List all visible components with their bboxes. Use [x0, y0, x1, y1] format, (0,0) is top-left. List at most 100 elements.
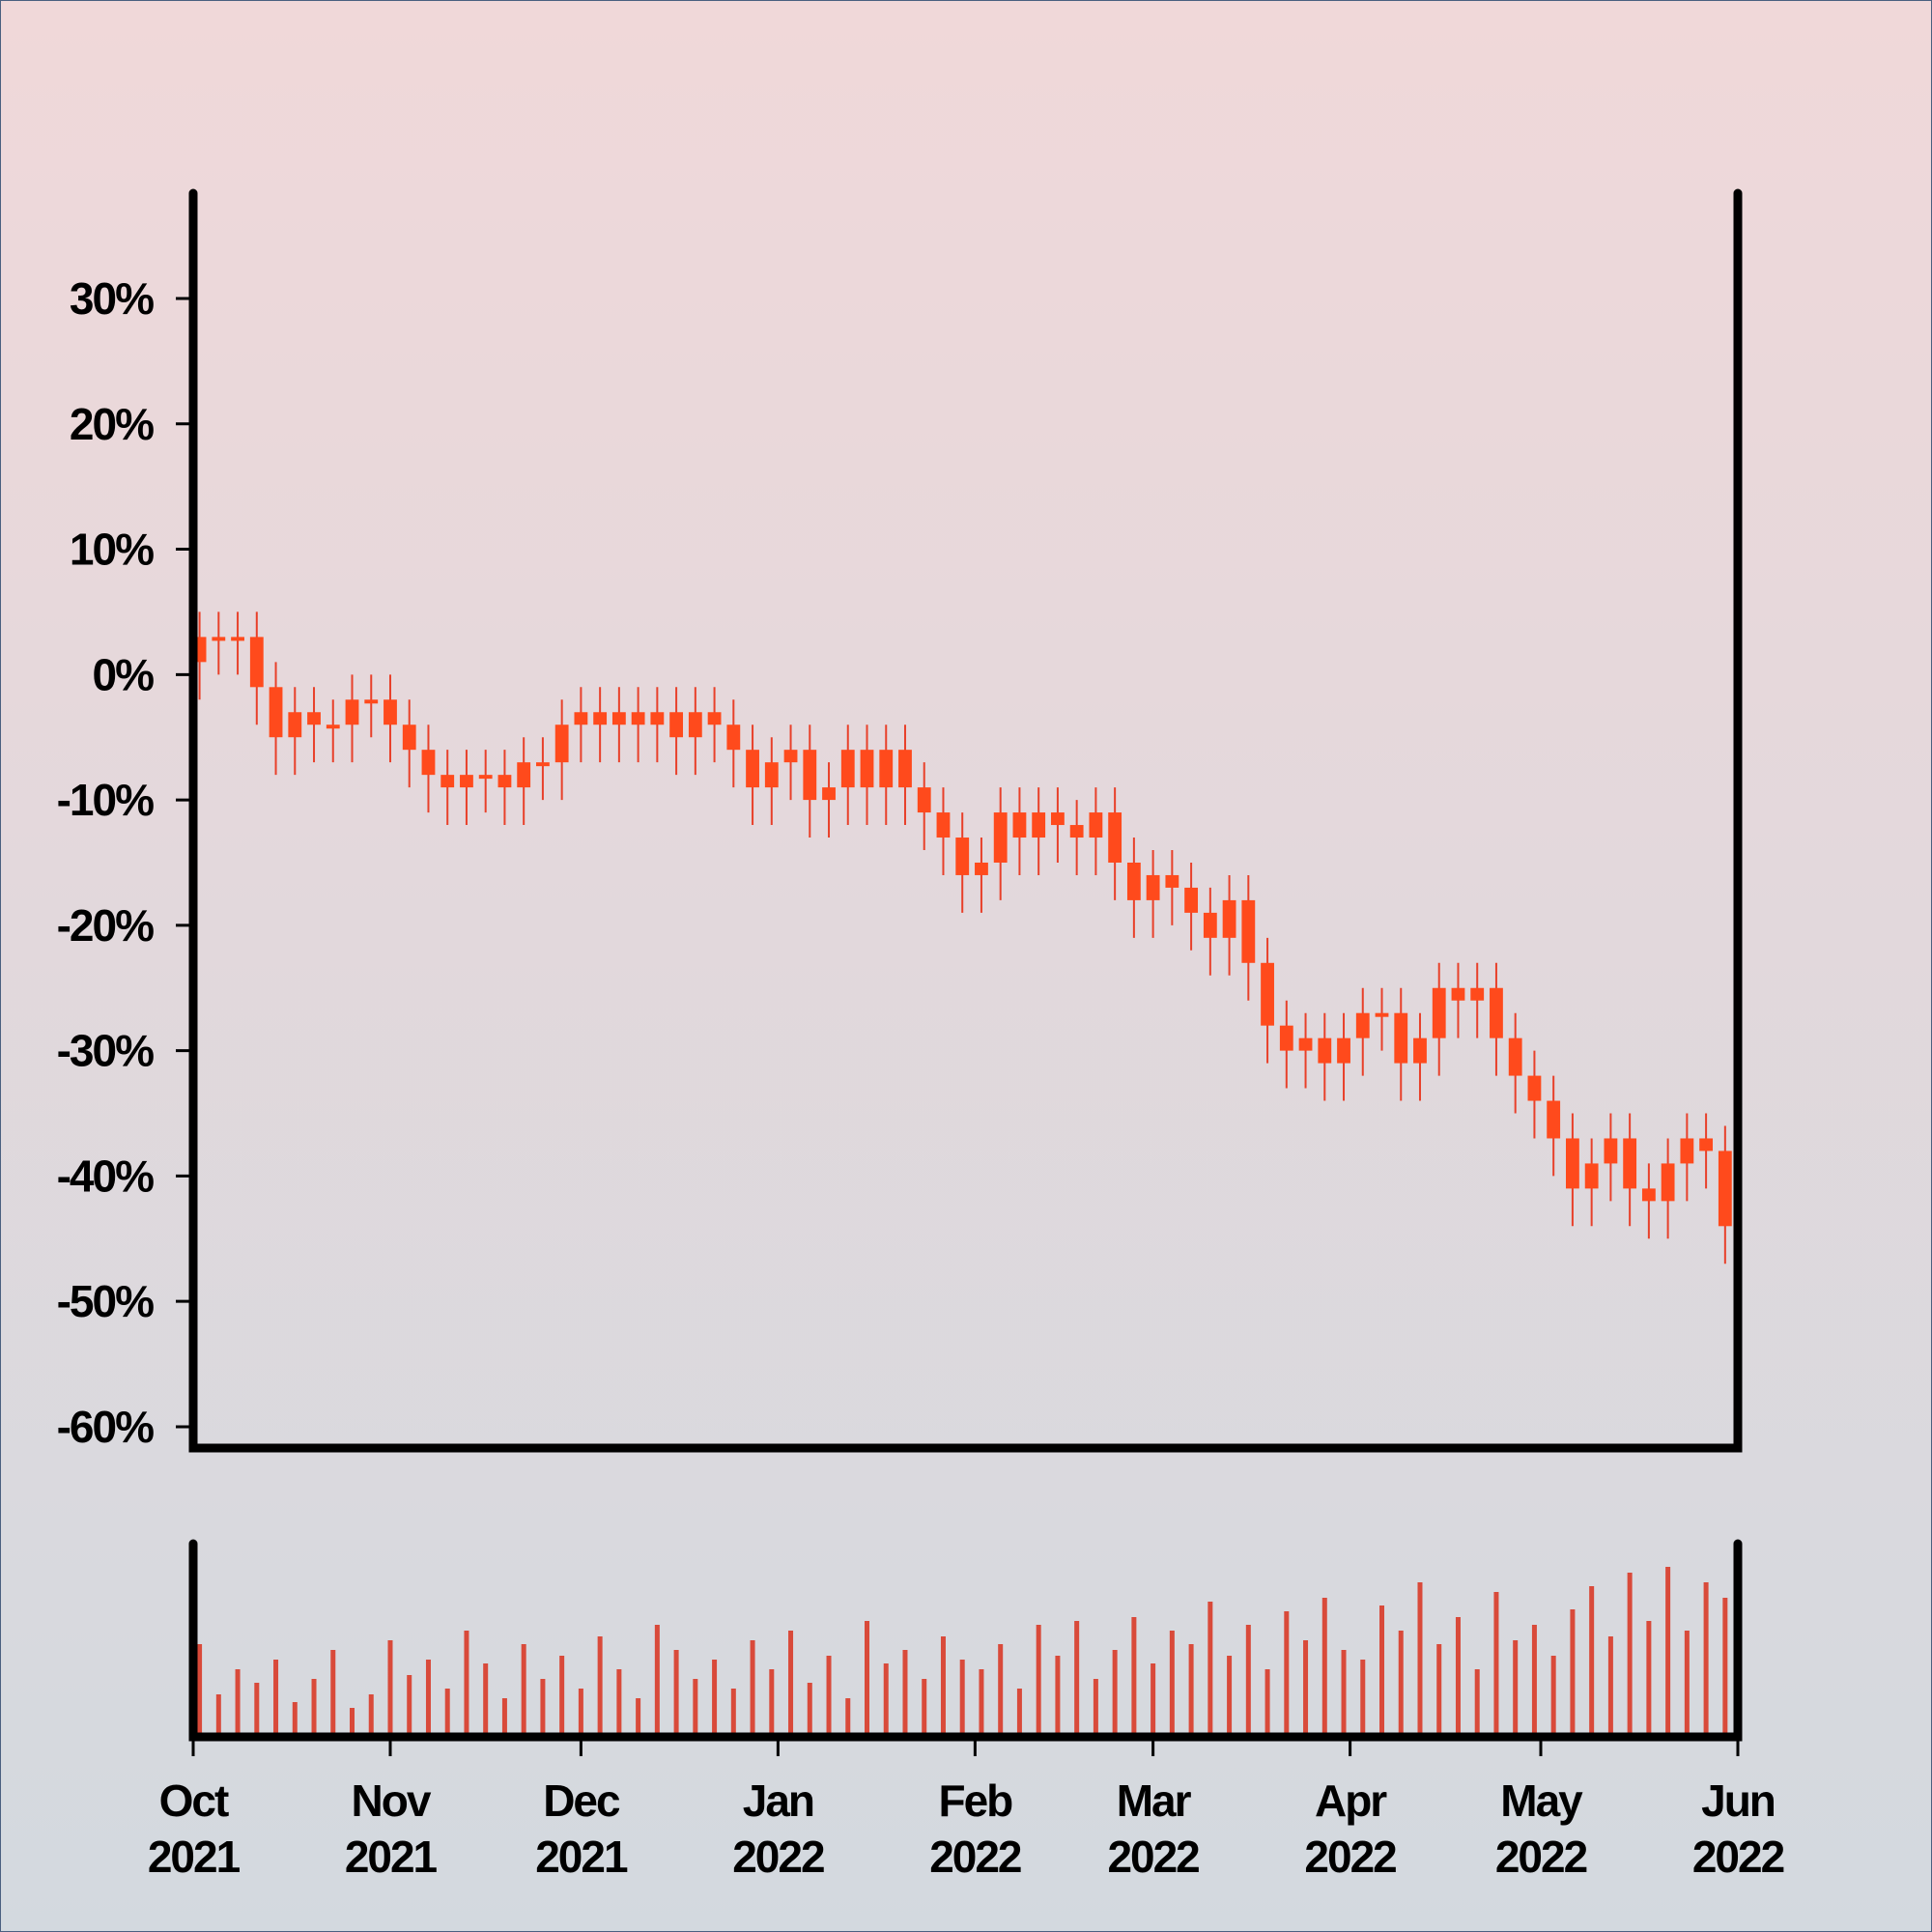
volume-bar — [1513, 1640, 1519, 1737]
candle-body — [803, 750, 817, 801]
candle-body — [860, 750, 874, 788]
candle-body — [611, 712, 626, 725]
candle-body — [917, 787, 931, 813]
candle-body — [1337, 1037, 1350, 1064]
candle-body — [212, 637, 226, 641]
volume-bar — [922, 1679, 927, 1737]
candle-body — [1069, 825, 1084, 838]
volume-bar — [1665, 1567, 1671, 1737]
volume-bar — [1531, 1625, 1537, 1737]
candle-body — [402, 724, 416, 751]
volume-bar — [597, 1636, 603, 1737]
candle-body — [975, 862, 988, 875]
volume-bar — [1360, 1660, 1366, 1737]
volume-bar — [350, 1708, 355, 1737]
candle-body — [249, 637, 264, 688]
candle-body — [1375, 1012, 1389, 1017]
volume-bar — [788, 1631, 794, 1737]
y-tick-label: 10% — [70, 525, 154, 575]
volume-bar — [1303, 1640, 1309, 1737]
volume-bar — [521, 1644, 526, 1737]
volume-bar — [902, 1650, 908, 1737]
y-tick-label: -30% — [57, 1026, 154, 1076]
volume-bar — [616, 1669, 622, 1737]
candle-body — [1527, 1075, 1542, 1101]
candle-body — [1547, 1100, 1561, 1139]
volume-bar — [1417, 1582, 1423, 1737]
y-tick-label: 30% — [70, 273, 154, 324]
volume-bar — [425, 1660, 431, 1737]
volume-bar — [1550, 1656, 1556, 1737]
volume-bar — [1208, 1602, 1213, 1737]
volume-bar — [1703, 1582, 1709, 1737]
candle-body — [517, 762, 531, 788]
volume-bar — [750, 1640, 755, 1737]
candle-body — [879, 750, 894, 788]
volume-bar — [1321, 1598, 1327, 1737]
volume-bar — [1264, 1669, 1270, 1737]
y-tick-label: -40% — [57, 1151, 154, 1201]
volume-bar — [940, 1636, 946, 1737]
candle-body — [593, 712, 608, 725]
volume-bar — [407, 1675, 412, 1737]
volume-bar — [464, 1631, 469, 1737]
axes — [188, 188, 1743, 1742]
candle-body — [288, 712, 302, 738]
volume-bar — [730, 1689, 736, 1737]
candle-body — [345, 699, 359, 725]
volume-bar — [636, 1698, 641, 1737]
volume-bar — [1151, 1663, 1156, 1737]
volume-bar — [1722, 1598, 1728, 1737]
candle-body — [1355, 1012, 1370, 1038]
candle-body — [1108, 812, 1122, 863]
candle-body — [1146, 874, 1160, 900]
volume-bar — [673, 1650, 679, 1737]
candle-body — [707, 712, 722, 725]
candle-body — [1012, 812, 1027, 838]
volume-bar — [559, 1656, 565, 1737]
candle-body — [231, 637, 244, 641]
volume-bar — [1455, 1617, 1461, 1737]
volume-bar — [1646, 1621, 1652, 1737]
candle-body — [497, 775, 512, 788]
candle-body — [840, 750, 855, 788]
volume-bar — [1245, 1625, 1251, 1737]
candle-body — [1394, 1012, 1408, 1064]
candle-body — [478, 775, 493, 780]
candle-body — [1584, 1163, 1599, 1189]
candle-body — [1298, 1037, 1313, 1051]
volume-bar — [1379, 1605, 1385, 1737]
volume-bar — [578, 1689, 583, 1737]
y-tick-label: 20% — [70, 399, 154, 449]
x-tick-label: Feb 2022 — [929, 1776, 1021, 1882]
y-tick-label: -60% — [57, 1402, 154, 1452]
candle-body — [1470, 987, 1485, 1001]
candle-body — [1508, 1037, 1522, 1076]
candle-body — [1318, 1037, 1332, 1064]
volume-bar — [540, 1679, 546, 1737]
y-tick-label: 0% — [93, 649, 155, 699]
volume-bar — [1227, 1656, 1233, 1737]
candle-body — [574, 712, 588, 725]
candle-body — [269, 687, 283, 738]
candle-body — [993, 812, 1008, 863]
volume-bar — [865, 1621, 870, 1737]
candle-body — [936, 812, 951, 838]
volume-bar — [483, 1663, 489, 1737]
x-tick-label: Jun 2022 — [1692, 1776, 1784, 1882]
candle-body — [1718, 1151, 1732, 1227]
candle-body — [440, 775, 455, 788]
volume-bar — [1284, 1611, 1290, 1737]
candle-body — [1623, 1138, 1637, 1189]
candle-body — [688, 712, 702, 738]
volume-bar — [273, 1660, 279, 1737]
candle-body — [631, 712, 645, 725]
candle-body — [1261, 962, 1274, 1026]
volume-bar — [1684, 1631, 1690, 1737]
candle-body — [1490, 987, 1503, 1038]
candle-body — [554, 724, 569, 763]
y-tick-label: -50% — [57, 1276, 154, 1326]
volume-bar — [1398, 1631, 1404, 1737]
volume-bar — [1570, 1609, 1576, 1737]
